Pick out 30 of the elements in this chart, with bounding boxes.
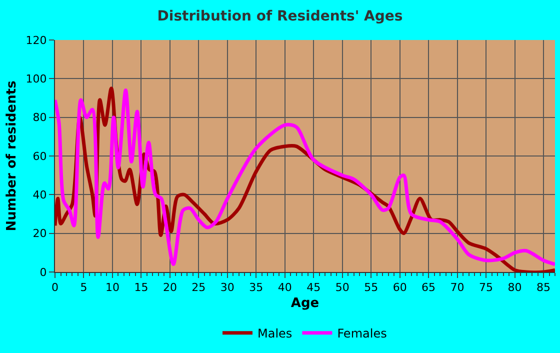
- y-tick-label: 20: [32, 227, 47, 240]
- x-tick-label: 75: [479, 281, 494, 294]
- x-tick-label: 70: [450, 281, 464, 294]
- x-tick-label: 5: [80, 281, 88, 294]
- x-tick-label: 35: [249, 281, 264, 294]
- y-tick-label: 80: [32, 111, 47, 124]
- y-tick-label: 120: [26, 34, 47, 47]
- x-tick-label: 65: [422, 281, 436, 294]
- x-tick-label: 10: [105, 281, 120, 294]
- x-tick-label: 85: [536, 281, 551, 294]
- x-tick-label: 50: [335, 281, 350, 294]
- x-tick-label: 25: [192, 281, 206, 294]
- chart-title: Distribution of Residents' Ages: [157, 8, 403, 24]
- x-axis-title: Age: [290, 296, 320, 311]
- x-tick-label: 15: [134, 281, 148, 294]
- x-tick-label: 20: [162, 281, 177, 294]
- y-tick-label: 100: [26, 72, 47, 86]
- legend-label: Females: [337, 326, 387, 341]
- x-tick-label: 80: [508, 281, 522, 294]
- x-tick-label: 60: [392, 281, 407, 294]
- y-tick-label: 0: [40, 266, 47, 279]
- y-axis-title: Number of residents: [4, 80, 20, 232]
- x-tick-label: 0: [52, 281, 58, 294]
- legend-label: Males: [258, 326, 292, 341]
- y-tick-label: 60: [32, 150, 47, 163]
- x-tick-label: 45: [306, 281, 321, 294]
- x-tick-label: 30: [220, 281, 234, 294]
- x-tick-label: 55: [364, 281, 378, 294]
- x-tick-label: 40: [278, 281, 292, 294]
- y-tick-label: 40: [32, 188, 47, 202]
